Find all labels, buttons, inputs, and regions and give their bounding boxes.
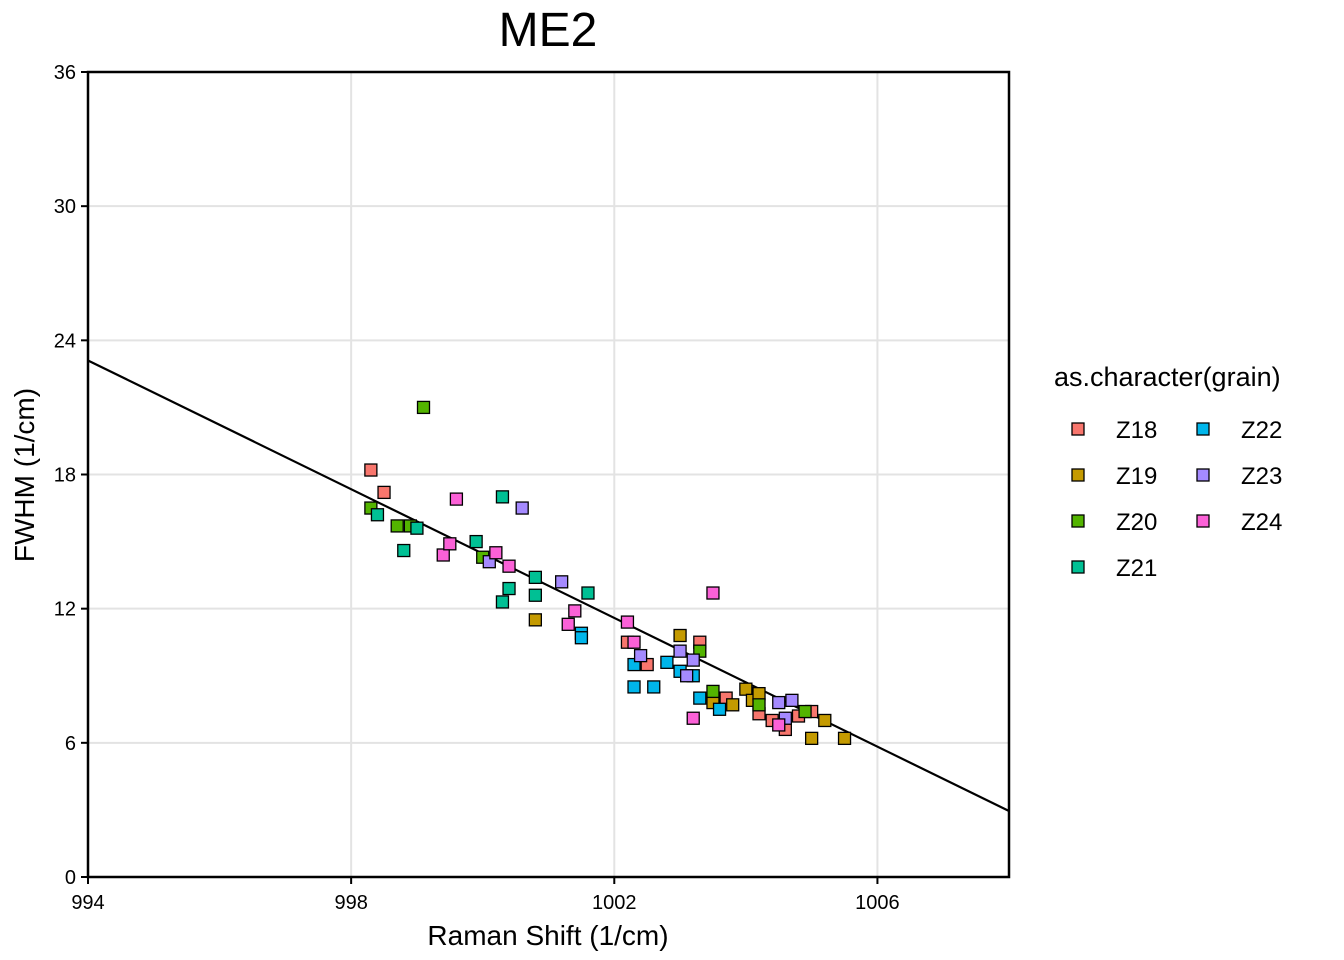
data-point-z19 [739, 682, 753, 696]
data-point-z18 [364, 463, 378, 477]
data-point-z22 [574, 631, 589, 645]
data-point-z21 [495, 490, 510, 504]
y-tick-label: 24 [54, 330, 76, 352]
chart-title: ME2 [499, 4, 598, 57]
y-axis: 0 6 12 18 24 30 36 [54, 62, 88, 889]
data-point-z24 [627, 635, 641, 649]
legend-key-z22 [1196, 422, 1210, 436]
data-point-z22 [693, 691, 707, 705]
data-point-z21 [528, 588, 542, 602]
y-tick-label: 12 [54, 599, 76, 621]
data-points [364, 400, 852, 746]
y-axis-title: FWHM (1/cm) [9, 388, 40, 562]
data-point-z19 [752, 686, 766, 701]
data-point-z24 [706, 586, 720, 600]
legend-key-z23 [1196, 468, 1210, 482]
y-tick-label: 36 [54, 62, 76, 84]
y-tick-label: 18 [54, 465, 76, 487]
legend-key-z18 [1071, 422, 1085, 436]
data-point-z24 [443, 537, 457, 551]
data-point-z21 [410, 521, 424, 535]
y-tick-label: 30 [54, 196, 76, 218]
data-point-z24 [502, 559, 516, 573]
data-point-z23 [686, 653, 700, 667]
data-point-z22 [627, 680, 641, 694]
legend-label-z19: Z19 [1116, 463, 1157, 490]
data-point-z20 [706, 684, 720, 699]
data-point-z19 [673, 628, 687, 643]
data-point-z24 [772, 718, 786, 732]
legend-key-z19 [1071, 468, 1085, 482]
data-point-z21 [502, 581, 516, 596]
data-point-z23 [673, 644, 687, 658]
legend-title: as.character(grain) [1054, 362, 1281, 392]
data-point-z21 [397, 543, 411, 558]
legend-label-z20: Z20 [1116, 509, 1157, 536]
data-point-z19 [818, 713, 832, 728]
x-tick-label: 994 [71, 892, 104, 914]
legend: as.character(grain) Z18 Z19 Z20 Z21 Z22 Z23 Z2… [1054, 362, 1282, 582]
legend-key-z24 [1196, 514, 1210, 528]
data-point-z24 [620, 615, 635, 629]
legend-label-z24: Z24 [1241, 509, 1282, 536]
data-point-z21 [528, 570, 542, 585]
x-axis-title: Raman Shift (1/cm) [427, 920, 668, 951]
data-point-z23 [785, 693, 799, 707]
data-point-z24 [686, 711, 700, 725]
y-tick-label: 6 [65, 733, 76, 755]
legend-label-z23: Z23 [1241, 463, 1282, 490]
data-point-z24 [568, 604, 582, 618]
data-point-z23 [772, 695, 786, 710]
data-point-z24 [561, 617, 575, 631]
trend-line [87, 359, 1010, 813]
data-point-z22 [647, 680, 661, 694]
data-point-z23 [515, 501, 529, 515]
data-point-z22 [712, 702, 727, 716]
data-point-z24 [489, 546, 503, 560]
x-tick-label: 1002 [592, 892, 637, 914]
data-point-z19 [804, 731, 819, 746]
data-point-z21 [581, 586, 595, 600]
data-point-z24 [449, 492, 464, 506]
data-point-z21 [370, 508, 385, 522]
data-point-z19 [726, 698, 740, 712]
legend-label-z18: Z18 [1116, 417, 1157, 444]
data-point-z23 [555, 575, 569, 589]
data-point-z20 [390, 519, 404, 533]
data-point-z22 [660, 655, 674, 669]
data-point-z24 [436, 548, 450, 562]
data-point-z19 [837, 731, 852, 746]
data-point-z20 [798, 704, 812, 719]
data-point-z21 [469, 534, 483, 549]
legend-label-z21: Z21 [1116, 555, 1157, 582]
data-point-z18 [377, 485, 391, 500]
data-point-z23 [680, 669, 694, 683]
y-tick-label: 0 [65, 867, 76, 889]
data-point-z23 [633, 648, 648, 663]
data-point-z20 [752, 698, 766, 712]
data-point-z20 [416, 400, 431, 415]
x-tick-label: 998 [334, 892, 367, 914]
data-point-z19 [528, 613, 542, 627]
legend-key-z21 [1071, 560, 1085, 574]
plot-area [86, 70, 1011, 879]
legend-label-z22: Z22 [1241, 417, 1282, 444]
legend-key-z20 [1071, 514, 1085, 528]
x-tick-label: 1006 [855, 892, 900, 914]
x-axis: 994 998 1002 1006 [71, 877, 900, 914]
data-point-z21 [495, 595, 510, 609]
